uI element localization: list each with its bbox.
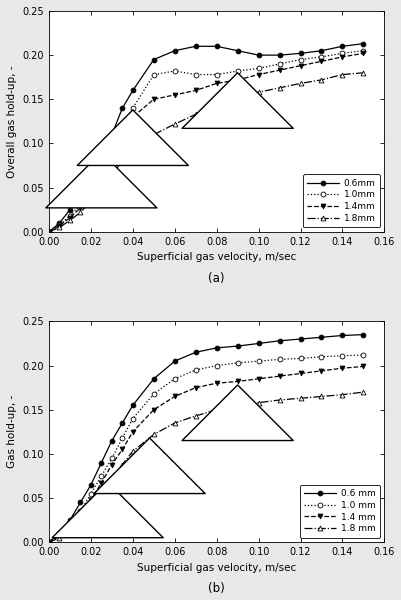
Y-axis label: Gas hold-up, -: Gas hold-up, -	[7, 395, 17, 469]
Legend: 0.6 mm, 1.0 mm, 1.4 mm, 1.8 mm: 0.6 mm, 1.0 mm, 1.4 mm, 1.8 mm	[299, 485, 379, 538]
X-axis label: Superficial gas velocity, m/sec: Superficial gas velocity, m/sec	[137, 563, 296, 572]
X-axis label: Superficial gas velocity, m/sec: Superficial gas velocity, m/sec	[137, 252, 296, 262]
Y-axis label: Overall gas hold-up, -: Overall gas hold-up, -	[7, 65, 17, 178]
Legend: 0.6mm, 1.0mm, 1.4mm, 1.8mm: 0.6mm, 1.0mm, 1.4mm, 1.8mm	[302, 174, 379, 227]
Text: (a): (a)	[208, 272, 225, 284]
Text: (b): (b)	[208, 582, 225, 595]
